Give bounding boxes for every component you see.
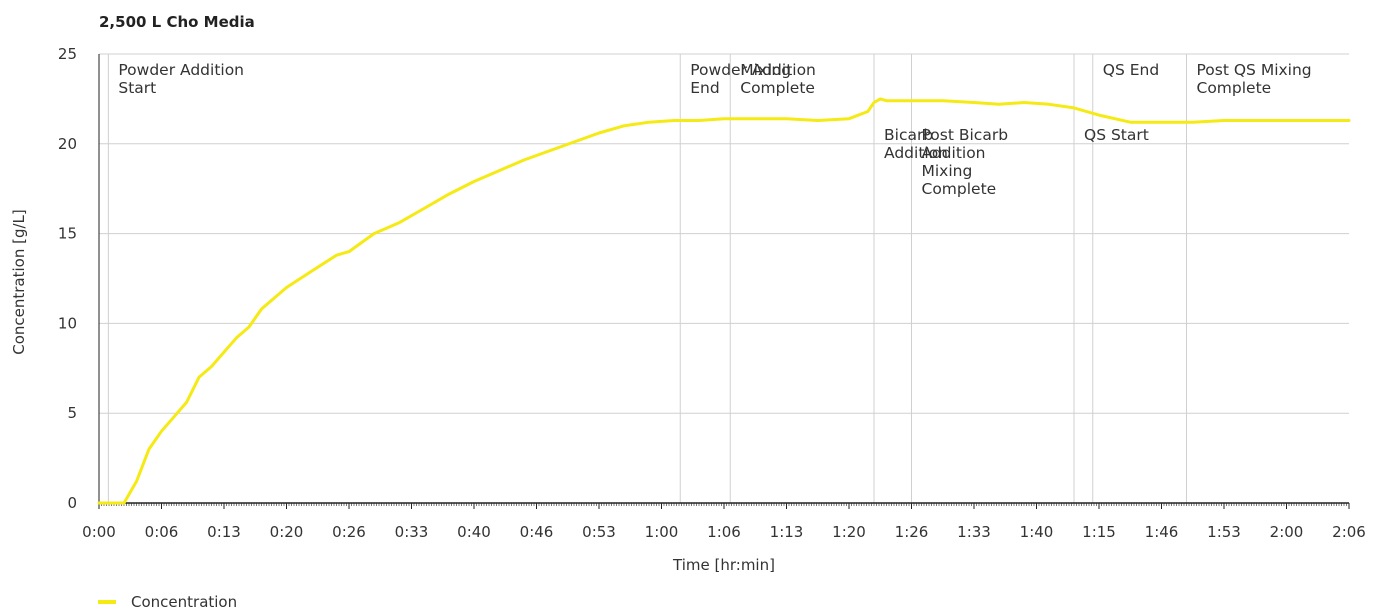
event-lines [107, 54, 1187, 503]
x-tick-label: 0:46 [520, 523, 554, 541]
x-tick-label: 1:15 [1082, 523, 1116, 541]
x-tick-label: 1:40 [1020, 523, 1054, 541]
x-tick-label: 1:46 [1145, 523, 1179, 541]
y-tick-label: 10 [58, 314, 77, 332]
x-tick-label: 1:13 [770, 523, 804, 541]
x-axis-title: Time [hr:min] [672, 556, 775, 574]
event-annotation: QS Start [1084, 126, 1149, 144]
y-tick-label: 0 [67, 494, 77, 512]
event-annotations: Powder Addition Start Powder Addition EndMi… [118, 61, 1311, 198]
chart-title: 2,500 L Cho Media [99, 13, 255, 31]
event-annotation: QS End [1103, 61, 1159, 79]
grid [99, 53, 1349, 414]
event-annotation: Post Bicarb Addition Mixing Complete [922, 126, 1009, 198]
y-tick-label: 25 [58, 45, 77, 63]
y-tick-label: 15 [58, 225, 77, 243]
x-tick-label: 0:00 [82, 523, 116, 541]
x-tick-label: 0:26 [332, 523, 366, 541]
x-tick-label: 1:33 [957, 523, 991, 541]
x-tick-label: 2:00 [1270, 523, 1304, 541]
x-tick-label: 0:20 [270, 523, 304, 541]
x-tick-label: 0:40 [457, 523, 491, 541]
x-tick-label: 0:53 [582, 523, 616, 541]
y-axis-title: Concentration [g/L] [10, 209, 28, 355]
series-line-concentration [97, 97, 1351, 505]
series-layer [97, 97, 1351, 505]
event-annotation: Powder Addition Start [118, 61, 244, 97]
x-tick-labels: 0:00 0:06 0:13 0:20 0:26 0:33 0:40 0:46 0:53 1:00… [82, 523, 1366, 541]
legend-swatch [98, 600, 116, 604]
y-tick-labels: 0 5 10 15 20 25 [58, 45, 77, 512]
event-annotation: Powder Addition End [690, 61, 816, 97]
x-tick-label: 0:33 [395, 523, 429, 541]
x-tick-label: 0:06 [145, 523, 179, 541]
x-tick-label: 1:26 [895, 523, 929, 541]
x-tick-label: 1:20 [832, 523, 866, 541]
axes [98, 54, 1350, 509]
legend-label: Concentration [131, 593, 237, 611]
y-tick-label: 20 [58, 135, 77, 153]
event-annotation: Post QS Mixing Complete [1197, 61, 1312, 97]
x-tick-label: 2:06 [1332, 523, 1366, 541]
event-annotation: Bicarb Addition [884, 126, 948, 162]
x-tick-label: 1:00 [645, 523, 679, 541]
legend: Concentration [98, 593, 237, 611]
x-tick-label: 1:06 [707, 523, 741, 541]
x-tick-label: 0:13 [207, 523, 241, 541]
x-tick-label: 1:53 [1207, 523, 1241, 541]
event-annotation: Mixing Complete [740, 61, 815, 97]
y-tick-label: 5 [67, 404, 77, 422]
